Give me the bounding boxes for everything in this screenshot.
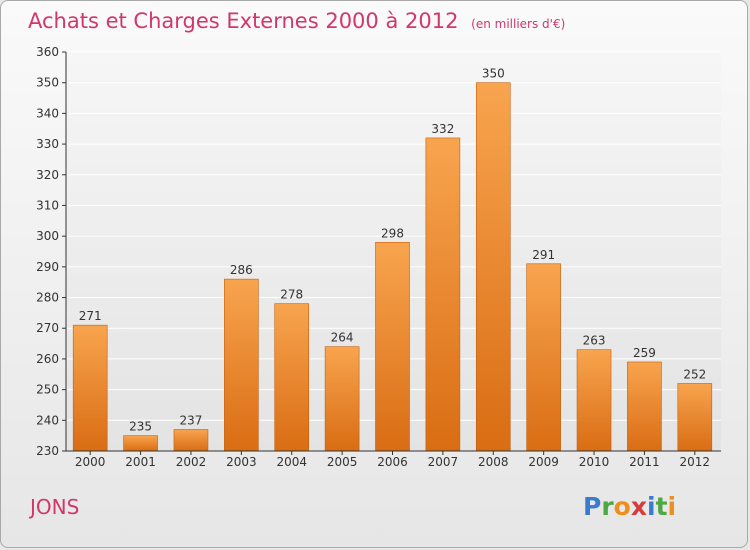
x-tick-label-2004: 2004 bbox=[276, 455, 307, 469]
bar-2011 bbox=[627, 361, 662, 452]
bar-2007 bbox=[425, 137, 461, 452]
data-label-2010: 263 bbox=[583, 334, 606, 348]
y-tick-label: 340 bbox=[36, 106, 59, 120]
data-label-2007: 332 bbox=[431, 122, 454, 136]
y-tick-label: 230 bbox=[36, 444, 59, 458]
bar-2008 bbox=[475, 82, 511, 452]
unit-note: (en milliers d'€) bbox=[471, 17, 566, 31]
data-label-2004: 278 bbox=[280, 288, 303, 302]
x-tick-label-2011: 2011 bbox=[629, 455, 660, 469]
bar-2003 bbox=[224, 278, 259, 452]
x-tick-label-2006: 2006 bbox=[377, 455, 408, 469]
bar-2001 bbox=[123, 435, 158, 452]
bar-2004 bbox=[274, 303, 310, 452]
y-tick-label: 330 bbox=[36, 137, 59, 151]
x-tick-label-2007: 2007 bbox=[428, 455, 459, 469]
bar-2010 bbox=[576, 349, 612, 452]
brand-letter: t bbox=[655, 492, 668, 521]
x-tick-label-2012: 2012 bbox=[680, 455, 711, 469]
y-tick-label: 350 bbox=[36, 76, 59, 90]
chart-title-text: Achats et Charges Externes 2000 à 2012 bbox=[28, 9, 459, 33]
y-tick-label: 360 bbox=[36, 45, 59, 59]
x-tick-label-2002: 2002 bbox=[176, 455, 207, 469]
commune-name: JONS bbox=[30, 495, 80, 519]
x-tick-label-2005: 2005 bbox=[327, 455, 358, 469]
data-label-2000: 271 bbox=[79, 309, 102, 323]
bar-2009 bbox=[526, 263, 561, 452]
x-tick-label-2003: 2003 bbox=[226, 455, 257, 469]
brand-letter: r bbox=[601, 492, 614, 521]
bar-2012 bbox=[677, 383, 713, 452]
x-tick-label-2000: 2000 bbox=[75, 455, 106, 469]
bar-2002 bbox=[173, 429, 209, 452]
bar-2000 bbox=[72, 324, 108, 452]
data-label-2001: 235 bbox=[129, 420, 152, 434]
y-tick-label: 280 bbox=[36, 291, 59, 305]
y-tick-label: 260 bbox=[36, 352, 59, 366]
brand-logo: Proxiti bbox=[583, 490, 676, 524]
brand-letter: P bbox=[583, 492, 602, 521]
y-tick-label: 240 bbox=[36, 413, 59, 427]
bar-2006 bbox=[375, 241, 410, 452]
y-tick-label: 300 bbox=[36, 229, 59, 243]
y-tick-label: 290 bbox=[36, 260, 59, 274]
data-label-2006: 298 bbox=[381, 226, 404, 240]
brand-letter: x bbox=[630, 492, 647, 521]
y-tick-label: 270 bbox=[36, 321, 59, 335]
bar-2005 bbox=[324, 346, 360, 452]
y-tick-label: 250 bbox=[36, 383, 59, 397]
data-label-2008: 350 bbox=[482, 67, 505, 81]
brand-letter: o bbox=[613, 492, 631, 521]
x-tick-label-2001: 2001 bbox=[125, 455, 156, 469]
data-label-2011: 259 bbox=[633, 346, 656, 360]
data-label-2003: 286 bbox=[230, 263, 253, 277]
x-tick-label-2008: 2008 bbox=[478, 455, 509, 469]
brand-letter: i bbox=[647, 492, 656, 521]
data-label-2012: 252 bbox=[683, 367, 706, 381]
data-label-2009: 291 bbox=[532, 248, 555, 262]
x-tick-label-2009: 2009 bbox=[528, 455, 559, 469]
data-label-2005: 264 bbox=[331, 331, 354, 345]
y-tick-label: 310 bbox=[36, 198, 59, 212]
y-tick-label: 320 bbox=[36, 168, 59, 182]
data-label-2002: 237 bbox=[180, 414, 203, 428]
chart-layer: 230 240 250 260 270 280 290 300 310 320 330 340 350 3… bbox=[36, 45, 721, 469]
chart-title: Achats et Charges Externes 2000 à 2012 (… bbox=[28, 7, 565, 38]
brand-letter: i bbox=[667, 492, 677, 521]
x-tick-label-2010: 2010 bbox=[579, 455, 610, 469]
